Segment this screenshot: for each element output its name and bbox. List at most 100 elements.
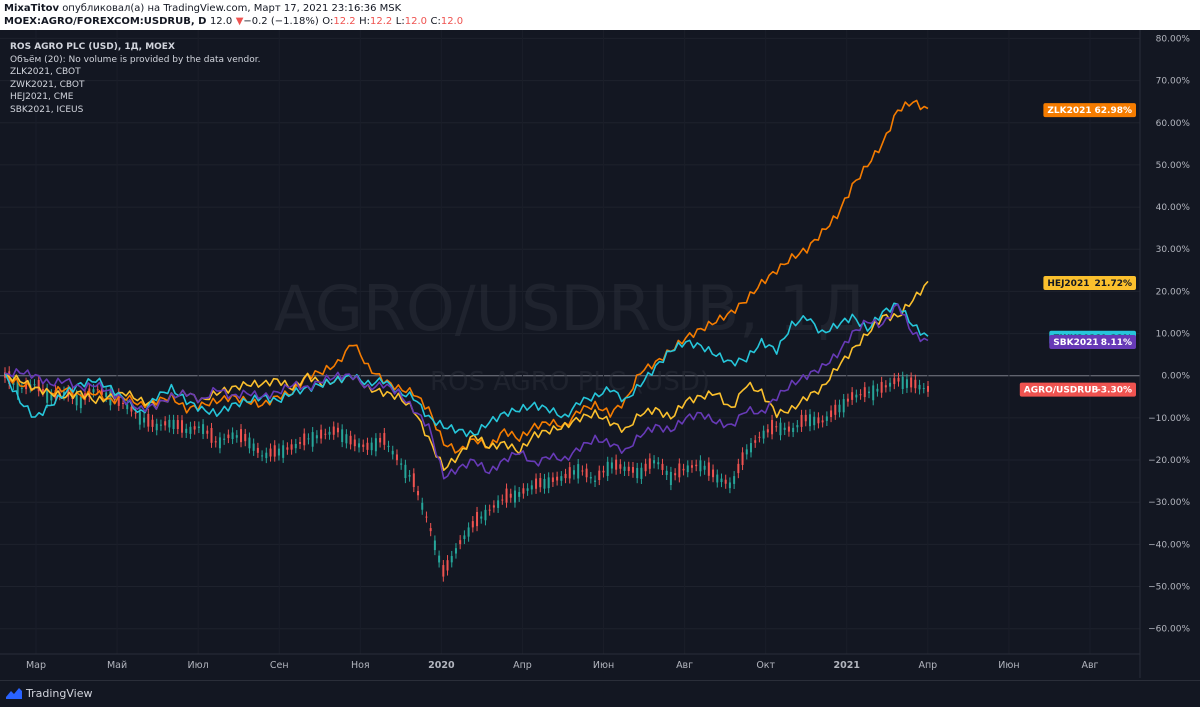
price-tag-value: -3.30% (1097, 386, 1132, 396)
agro-candle-body (265, 452, 268, 459)
agro-candle-body (412, 473, 415, 488)
price-tag-name: HEJ2021 (1047, 279, 1089, 289)
open-label: O: (322, 16, 334, 27)
agro-candle-body (277, 448, 280, 456)
agro-candle-body (433, 540, 436, 551)
watermark-sub: ROS AGRO PLC (USD) (430, 367, 710, 397)
change-arrow-icon: ▼ (235, 16, 244, 27)
agro-candle-body (176, 420, 179, 430)
agro-candle-body (408, 475, 411, 477)
agro-candle-body (640, 467, 643, 479)
agro-candle-body (214, 441, 217, 443)
price-tag-name: SBK2021 (1053, 338, 1098, 348)
agro-candle-body (745, 449, 748, 455)
agro-candle-body (366, 442, 369, 450)
agro-candle-body (522, 488, 525, 494)
legend-item-sbk[interactable]: SBK2021, ICEUS (10, 104, 84, 115)
agro-candle-body (636, 467, 639, 479)
x-tick-label: Сен (270, 660, 289, 671)
x-tick-label: Мар (26, 660, 46, 671)
footer-bar: TradingView (0, 680, 1200, 707)
legend-volume[interactable]: Объём (20): No volume is provided by the… (10, 54, 261, 65)
agro-candle-body (328, 431, 331, 435)
agro-candle-body (484, 509, 487, 521)
agro-candle-body (851, 392, 854, 400)
agro-candle-body (151, 419, 154, 427)
chart-legend: ROS AGRO PLC (USD), 1Д, MOEX Объём (20):… (10, 41, 260, 116)
y-tick-label: 70.00% (1156, 77, 1191, 87)
agro-candle-body (535, 478, 538, 489)
agro-candle-body (138, 412, 141, 425)
y-tick-label: 80.00% (1156, 34, 1191, 44)
agro-candle-body (438, 555, 441, 563)
agro-candle-body (897, 377, 900, 382)
author-name[interactable]: MixaTitov (4, 3, 59, 14)
x-tick-label: Авг (676, 660, 693, 671)
x-tick-label: Июн (593, 660, 614, 671)
y-tick-label: 10.00% (1156, 330, 1191, 340)
agro-candle-body (771, 419, 774, 435)
agro-candle-body (218, 437, 221, 449)
symbol-name[interactable]: MOEX:AGRO/FOREXCOM:USDRUB, D (4, 16, 207, 27)
legend-item-zlk[interactable]: ZLK2021, CBOT (10, 67, 81, 77)
agro-candle-body (598, 470, 601, 481)
agro-candle-body (345, 434, 348, 444)
price-tag-name: AGRO/USDRUB (1024, 386, 1099, 396)
agro-candle-body (286, 447, 289, 450)
agro-candle-body (450, 556, 453, 563)
agro-candle-body (252, 443, 255, 451)
agro-candle-body (884, 385, 887, 388)
y-axis: 80.00% 70.00% 60.00% 50.00% 40.00% 30.00% 20.0… (1139, 30, 1191, 678)
price-chart[interactable]: AGRO/USDRUB, 1Д ROS AGRO PLC (USD) 80.00… (0, 30, 1200, 678)
agro-candle-body (657, 462, 660, 465)
tradingview-logo-icon[interactable] (6, 687, 22, 699)
agro-candle-body (181, 420, 184, 433)
agro-candle-body (808, 414, 811, 427)
agro-candle-body (821, 420, 824, 423)
agro-candle-body (189, 426, 192, 434)
agro-candle-body (488, 509, 491, 511)
agro-candle-body (20, 387, 23, 389)
agro-candle-body (661, 463, 664, 470)
agro-candle-body (513, 490, 516, 503)
y-tick-label: 30.00% (1156, 245, 1191, 255)
legend-title[interactable]: ROS AGRO PLC (USD), 1Д, MOEX (10, 42, 175, 52)
agro-candle-body (248, 437, 251, 449)
agro-candle-body (147, 413, 150, 427)
agro-candle-body (792, 427, 795, 433)
agro-candle-body (324, 433, 327, 435)
agro-candle-body (185, 428, 188, 433)
agro-candle-body (914, 379, 917, 389)
agro-candle-body (754, 440, 757, 443)
low-label: L: (395, 16, 405, 27)
agro-candle-body (341, 429, 344, 443)
legend-item-hej[interactable]: HEJ2021, CME (10, 92, 74, 102)
agro-candle-body (197, 426, 200, 429)
x-tick-label: Июл (188, 660, 209, 671)
agro-candle-body (25, 382, 28, 390)
agro-candle-body (720, 478, 723, 483)
agro-candle-body (349, 435, 352, 445)
agro-candle-body (724, 479, 727, 484)
agro-candle-body (336, 427, 339, 433)
agro-candle-body (505, 488, 508, 503)
agro-candle-body (92, 389, 95, 393)
agro-candle-body (800, 414, 803, 427)
agro-candle-body (690, 465, 693, 468)
agro-candle-body (779, 422, 782, 436)
agro-candle-body (737, 463, 740, 474)
agro-candle-body (37, 379, 40, 392)
agro-candle-body (105, 392, 108, 398)
agro-candle-body (695, 464, 698, 467)
agro-candle-body (589, 477, 592, 479)
agro-candle-body (294, 443, 297, 449)
agro-candle-body (627, 466, 630, 472)
tradingview-brand[interactable]: TradingView (26, 687, 93, 700)
agro-candle-body (648, 458, 651, 469)
agro-candle-body (796, 425, 799, 428)
agro-candle-body (825, 416, 828, 421)
agro-candle-body (901, 376, 904, 390)
agro-candle-body (362, 444, 365, 447)
legend-item-zwk[interactable]: ZWK2021, CBOT (10, 79, 85, 90)
x-tick-label: Окт (756, 660, 775, 671)
